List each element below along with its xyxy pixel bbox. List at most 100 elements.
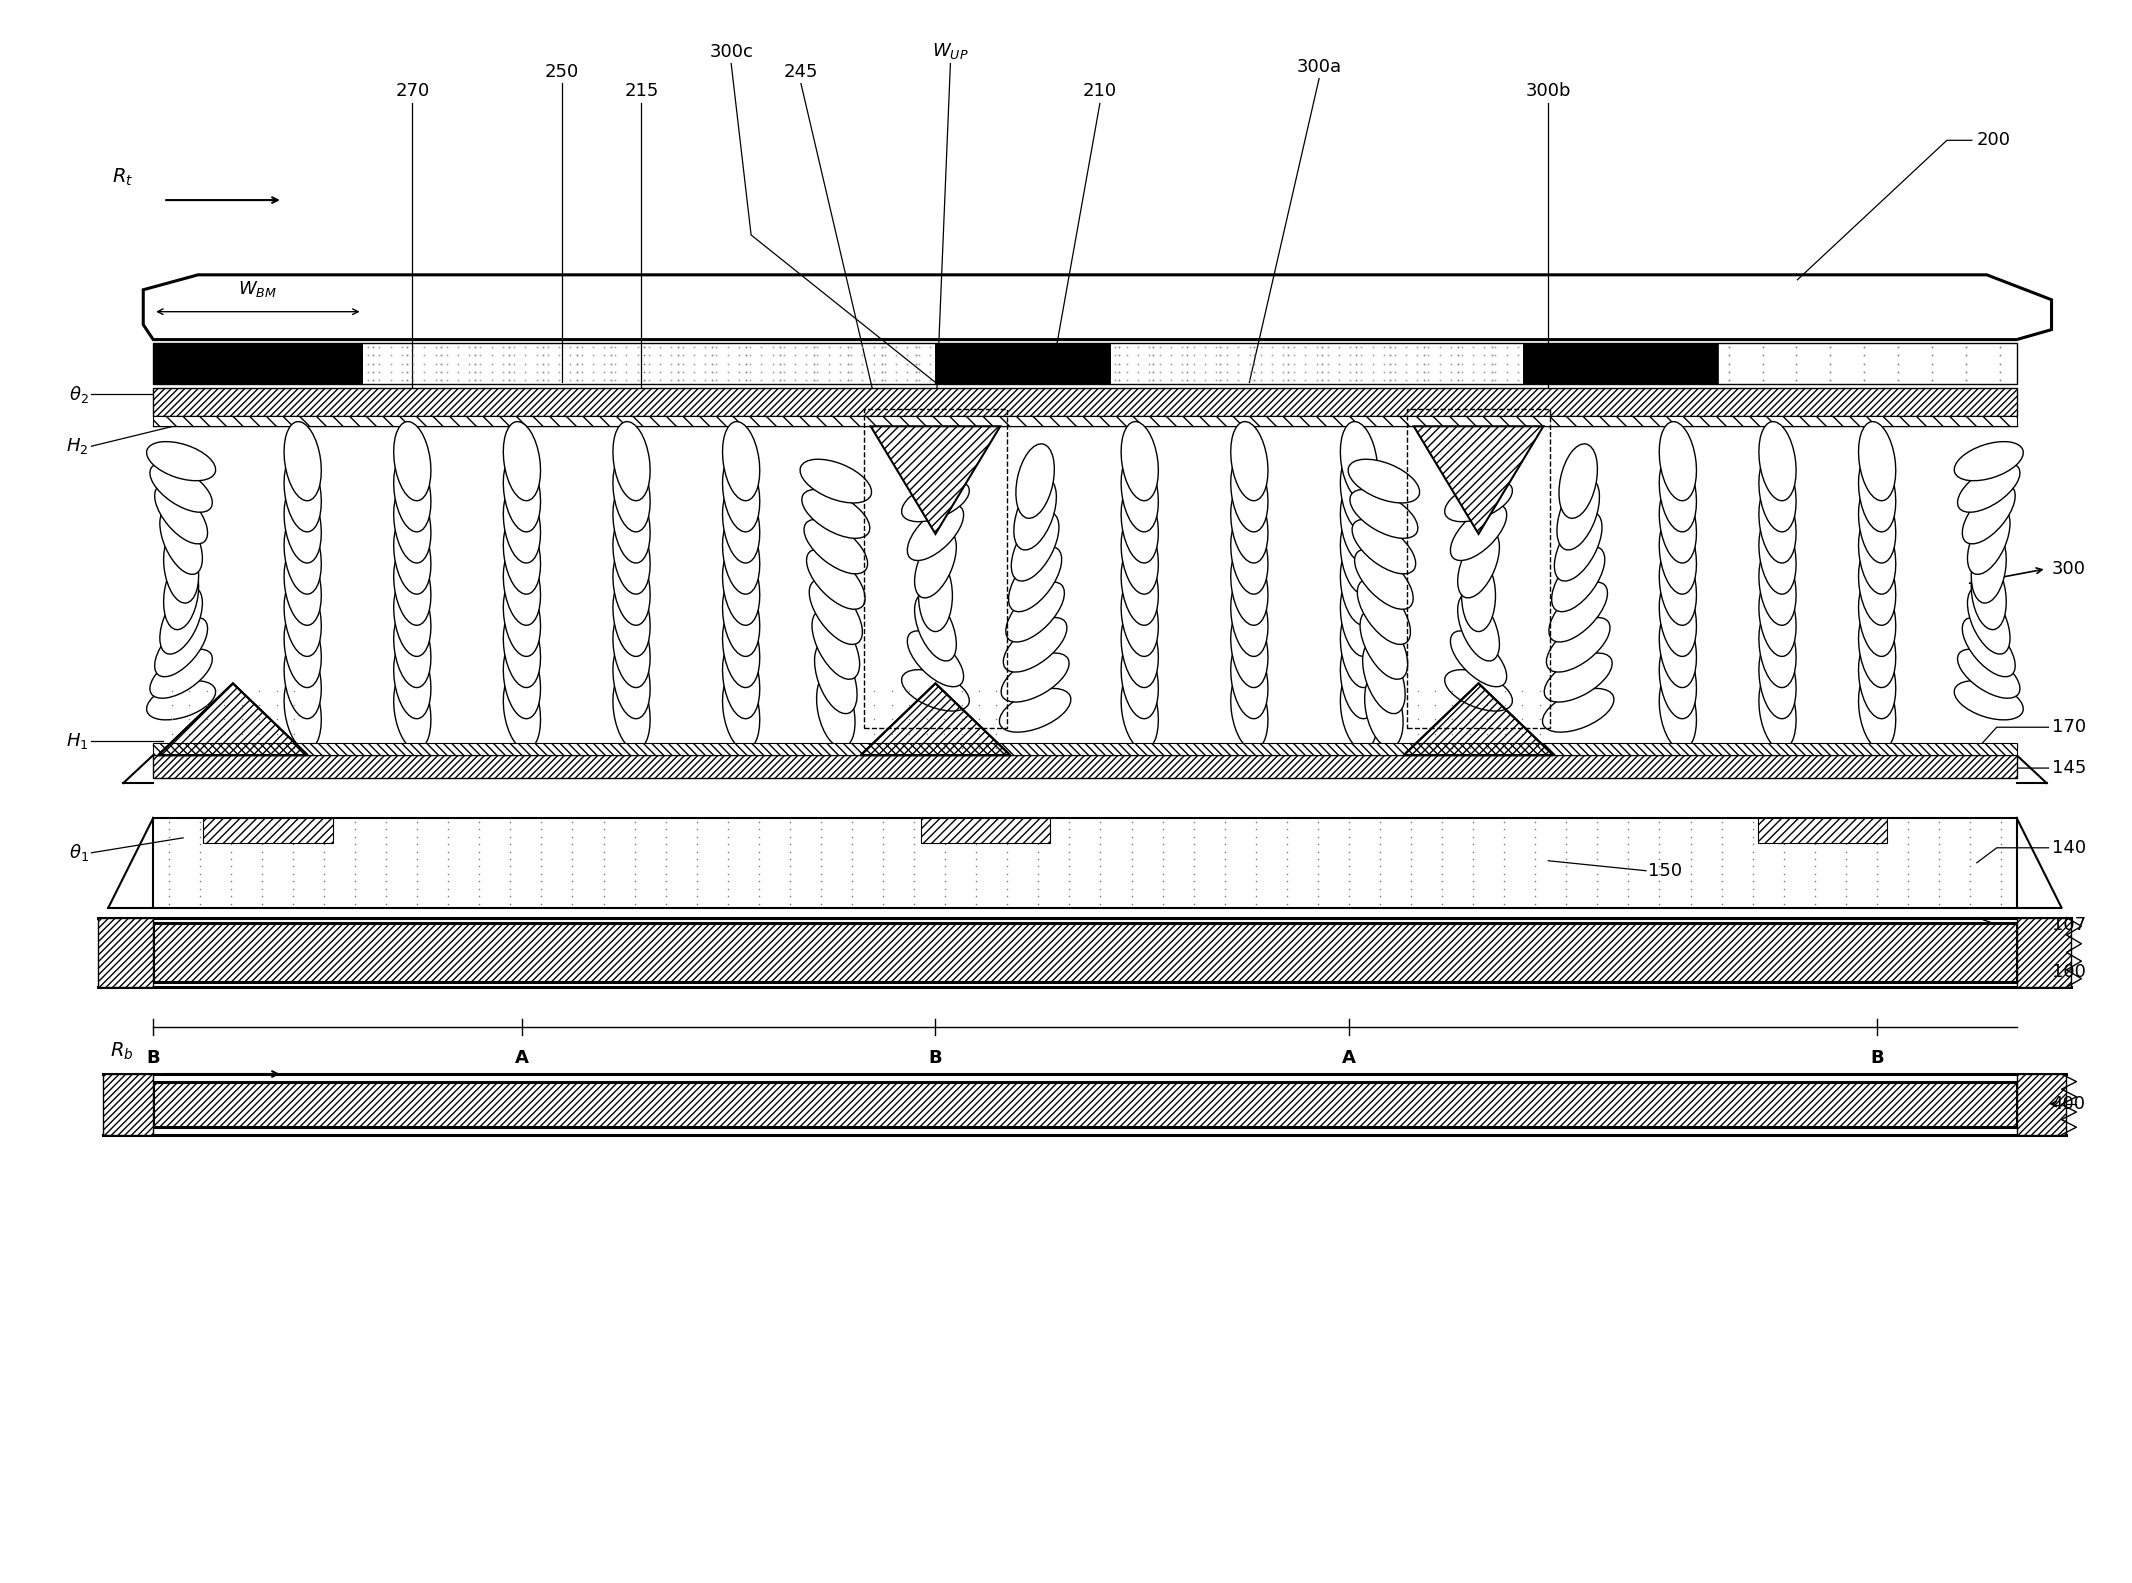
Ellipse shape xyxy=(1759,421,1795,500)
Bar xyxy=(2017,1073,2066,1135)
Text: $\theta_1$: $\theta_1$ xyxy=(68,842,87,863)
Ellipse shape xyxy=(1957,464,2019,513)
Text: 400: 400 xyxy=(2051,1095,2085,1113)
Ellipse shape xyxy=(503,514,542,594)
Ellipse shape xyxy=(915,594,957,662)
Ellipse shape xyxy=(503,640,542,719)
Polygon shape xyxy=(870,426,1000,533)
Ellipse shape xyxy=(1121,640,1158,719)
Ellipse shape xyxy=(1541,689,1614,733)
Bar xyxy=(1407,410,1550,728)
Ellipse shape xyxy=(156,617,207,678)
Ellipse shape xyxy=(1230,671,1269,750)
Ellipse shape xyxy=(1230,453,1269,532)
Text: 170: 170 xyxy=(2051,719,2085,736)
Ellipse shape xyxy=(915,530,957,598)
Text: 300a: 300a xyxy=(1296,57,1341,76)
Bar xyxy=(154,426,2017,746)
Ellipse shape xyxy=(1230,421,1269,500)
Ellipse shape xyxy=(612,546,650,625)
Ellipse shape xyxy=(1445,670,1512,711)
Text: $W_{UP}$: $W_{UP}$ xyxy=(932,41,968,60)
Bar xyxy=(154,1081,2017,1127)
Ellipse shape xyxy=(503,578,542,657)
Ellipse shape xyxy=(394,484,431,564)
Bar xyxy=(154,342,2017,385)
Ellipse shape xyxy=(612,421,650,500)
Ellipse shape xyxy=(1759,514,1795,594)
Ellipse shape xyxy=(1659,421,1697,500)
Ellipse shape xyxy=(1659,671,1697,750)
Bar xyxy=(102,1073,154,1135)
Text: 300b: 300b xyxy=(1527,82,1571,100)
Ellipse shape xyxy=(908,632,964,687)
Ellipse shape xyxy=(1354,549,1414,609)
Ellipse shape xyxy=(1659,453,1697,532)
Ellipse shape xyxy=(394,608,431,687)
Ellipse shape xyxy=(1121,484,1158,564)
Ellipse shape xyxy=(156,484,207,545)
Ellipse shape xyxy=(1121,546,1158,625)
Bar xyxy=(154,416,2017,426)
Text: 200: 200 xyxy=(1976,131,2010,149)
Bar xyxy=(2017,918,2072,988)
Ellipse shape xyxy=(284,608,322,687)
Ellipse shape xyxy=(1350,489,1418,538)
Ellipse shape xyxy=(164,532,198,603)
Ellipse shape xyxy=(1546,617,1610,673)
Text: 107: 107 xyxy=(2051,915,2085,934)
Ellipse shape xyxy=(1554,511,1601,581)
Ellipse shape xyxy=(503,546,542,625)
Ellipse shape xyxy=(394,578,431,657)
Text: $\theta_2$: $\theta_2$ xyxy=(68,385,87,405)
Text: $R_b$: $R_b$ xyxy=(109,1040,134,1062)
Ellipse shape xyxy=(284,578,322,657)
Ellipse shape xyxy=(1972,559,2006,630)
Ellipse shape xyxy=(1008,546,1062,611)
Ellipse shape xyxy=(1352,519,1416,575)
Ellipse shape xyxy=(806,549,866,609)
Ellipse shape xyxy=(1556,478,1599,549)
Bar xyxy=(1757,818,1887,842)
Ellipse shape xyxy=(1341,578,1377,657)
Ellipse shape xyxy=(160,587,203,654)
Ellipse shape xyxy=(1341,484,1377,564)
Ellipse shape xyxy=(723,671,759,750)
Ellipse shape xyxy=(503,671,542,750)
Ellipse shape xyxy=(1450,632,1507,687)
Ellipse shape xyxy=(1002,654,1068,701)
Ellipse shape xyxy=(164,559,198,630)
Ellipse shape xyxy=(1230,578,1269,657)
Ellipse shape xyxy=(147,442,215,481)
Ellipse shape xyxy=(160,508,203,575)
Ellipse shape xyxy=(1544,654,1612,701)
Ellipse shape xyxy=(1341,421,1377,500)
Ellipse shape xyxy=(814,641,857,714)
Ellipse shape xyxy=(1859,671,1895,750)
Bar xyxy=(936,342,1111,385)
Ellipse shape xyxy=(1955,681,2023,720)
Text: B: B xyxy=(147,1050,160,1067)
Ellipse shape xyxy=(1358,579,1411,644)
Ellipse shape xyxy=(723,421,759,500)
Ellipse shape xyxy=(394,421,431,500)
Bar xyxy=(863,410,1006,728)
Ellipse shape xyxy=(1015,443,1055,518)
Bar xyxy=(154,742,2017,755)
Ellipse shape xyxy=(1230,640,1269,719)
Ellipse shape xyxy=(1230,608,1269,687)
Ellipse shape xyxy=(612,671,650,750)
Ellipse shape xyxy=(1558,443,1597,518)
Ellipse shape xyxy=(908,505,964,560)
Ellipse shape xyxy=(147,681,215,720)
Ellipse shape xyxy=(1341,546,1377,625)
Ellipse shape xyxy=(1759,546,1795,625)
Ellipse shape xyxy=(723,453,759,532)
Ellipse shape xyxy=(1360,611,1407,679)
Ellipse shape xyxy=(812,611,859,679)
Ellipse shape xyxy=(284,671,322,750)
Ellipse shape xyxy=(1759,484,1795,564)
Ellipse shape xyxy=(1121,514,1158,594)
Text: A: A xyxy=(516,1050,529,1067)
Ellipse shape xyxy=(919,560,953,632)
